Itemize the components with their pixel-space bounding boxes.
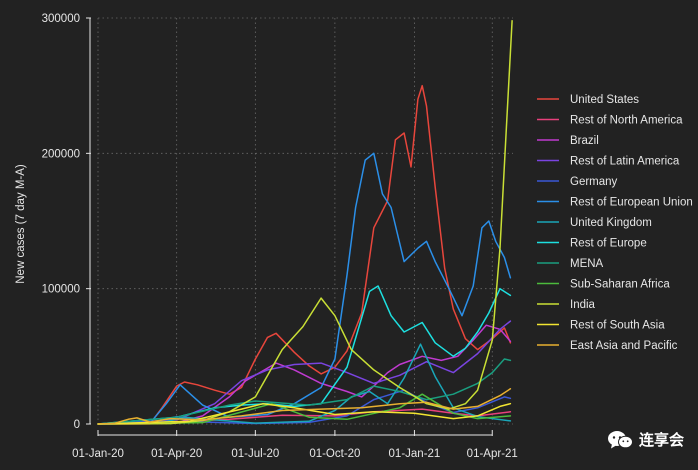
y-tick-label: 0	[74, 419, 80, 431]
watermark-text: 连享会	[638, 431, 684, 449]
wechat-icon	[607, 430, 633, 448]
legend-label: India	[570, 299, 596, 311]
x-tick-label: 01-Apr-21	[467, 448, 518, 460]
legend-label: Brazil	[570, 135, 599, 147]
legend-label: Rest of European Union	[570, 197, 693, 209]
series-line-mena	[97, 358, 512, 425]
legend-label: Germany	[570, 176, 618, 188]
x-tick-label: 01-Apr-20	[151, 448, 202, 460]
series-line-east-asia-and-pacific	[97, 388, 512, 425]
y-axis-title: New cases (7 day M-A)	[15, 164, 27, 284]
series-line-rest-of-europe	[97, 285, 512, 425]
series-line-india	[97, 19, 513, 425]
series-line-rest-of-latin-america	[97, 320, 512, 425]
axes: 0 100000 200000 300000 01-Jan-20 01-Apr-20 01-…	[42, 13, 518, 460]
legend-label: MENA	[570, 258, 604, 270]
legend-label: Rest of South Asia	[570, 320, 665, 332]
legend-label: East Asia and Pacific	[570, 340, 678, 352]
legend-label: Rest of North America	[570, 115, 683, 127]
series-line-sub-saharan-africa	[97, 393, 512, 425]
watermark: 连享会	[607, 429, 684, 450]
y-tick-label: 200000	[42, 148, 80, 160]
legend-label: United States	[570, 94, 639, 106]
legend-label: United Kingdom	[570, 217, 652, 229]
legend: United States Rest of North America Brazil…	[537, 94, 693, 352]
y-tick-label: 300000	[42, 13, 80, 25]
legend-label: Rest of Latin America	[570, 156, 680, 168]
x-tick-label: 01-Jan-21	[389, 448, 441, 460]
plot-area	[97, 19, 513, 425]
series-line-rest-of-european-union	[97, 152, 512, 425]
grid	[97, 17, 513, 425]
x-tick-label: 01-Jan-20	[72, 448, 124, 460]
legend-label: Sub-Saharan Africa	[570, 279, 670, 291]
x-tick-label: 01-Jul-20	[231, 448, 279, 460]
y-tick-label: 100000	[42, 284, 80, 296]
x-tick-label: 01-Oct-20	[309, 448, 360, 460]
series-line-rest-of-south-asia	[97, 402, 512, 425]
legend-label: Rest of Europe	[570, 238, 647, 250]
